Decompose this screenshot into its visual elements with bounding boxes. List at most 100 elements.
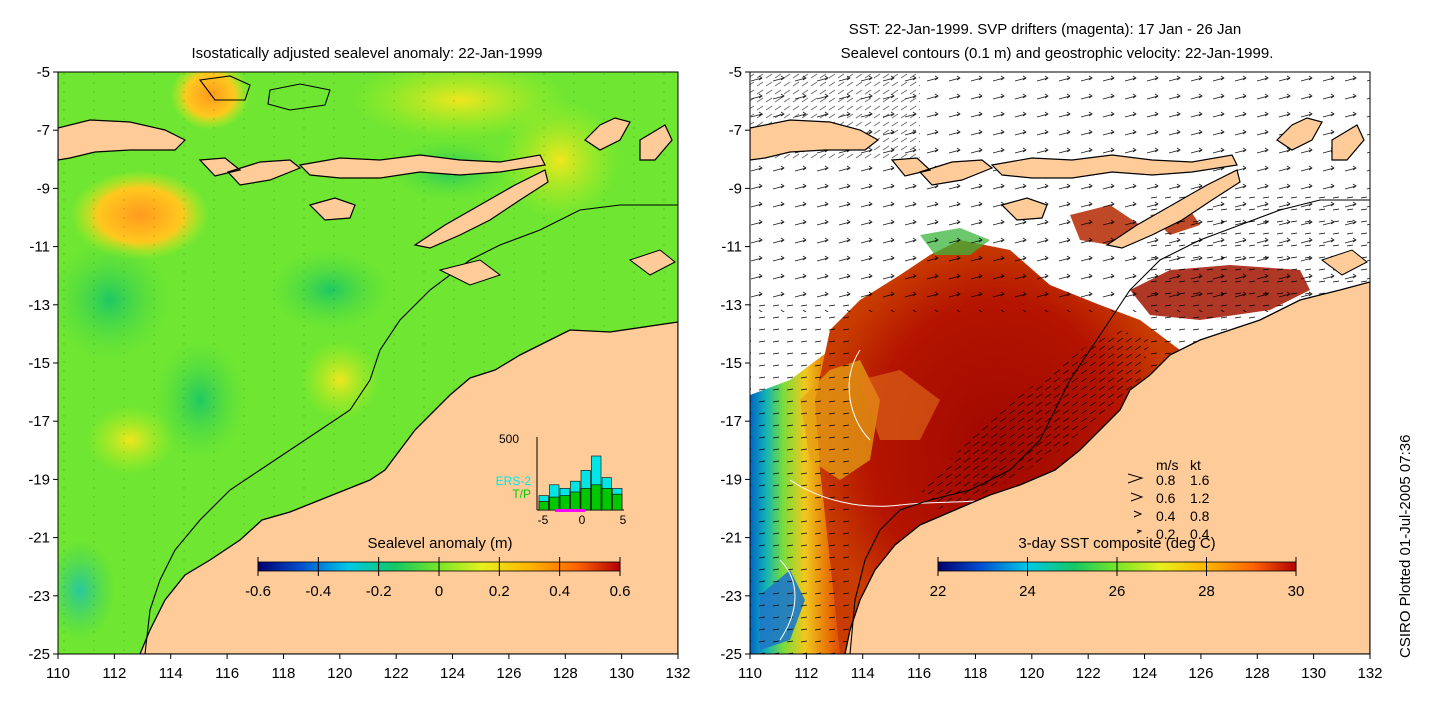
sla-axis-ytick-label: -9 bbox=[37, 180, 50, 197]
velocity-legend-ms-0: 0.8 bbox=[1156, 472, 1176, 488]
sla-axes: 110 112 114 116 118 120 122 124 126 128 130 132 -5 -7… bbox=[28, 64, 690, 682]
sla-colorbar-ticks: -0.6 -0.4 -0.2 0 0.2 0.4 0.6 bbox=[245, 557, 630, 600]
sst-colorbar-tick-label: 24 bbox=[1019, 583, 1036, 600]
sumbawa-flores-islands bbox=[298, 154, 546, 179]
velocity-legend-kt-1: 1.2 bbox=[1190, 490, 1210, 506]
sst-colorbar-tick-label: 26 bbox=[1109, 583, 1126, 600]
sla-axis-xtick-label: 110 bbox=[46, 665, 70, 682]
histogram-bar-tp bbox=[549, 496, 560, 511]
sla-axis-ytick-label: -17 bbox=[28, 413, 50, 430]
sla-axis-xtick-label: 126 bbox=[496, 665, 521, 682]
sst-axes: 110 112 114 116 118 120 122 124 126 128 130 132 -5 -7… bbox=[720, 64, 1382, 682]
sla-axis-ytick-label: -23 bbox=[28, 588, 50, 605]
sla-axis-xtick-label: 112 bbox=[102, 665, 126, 682]
australia-land-right bbox=[844, 281, 1370, 654]
sst-axis-ytick-label: -7 bbox=[729, 122, 742, 139]
histogram-legend-ers2: ERS-2 bbox=[496, 474, 532, 488]
sst-axis-xtick-label: 118 bbox=[963, 665, 987, 682]
velocity-legend-kt-2: 0.8 bbox=[1190, 508, 1210, 524]
sla-axis-xtick-label: 120 bbox=[327, 665, 352, 682]
histogram-xtick-5: 5 bbox=[620, 513, 627, 527]
sla-colorbar-tick-label: -0.2 bbox=[366, 583, 392, 600]
sst-axis-ytick-label: -17 bbox=[720, 413, 742, 430]
sst-axis-ytick-label: -19 bbox=[720, 471, 742, 488]
velocity-legend-kt-3: 0.4 bbox=[1190, 526, 1210, 542]
sst-axis-xtick-label: 112 bbox=[794, 665, 818, 682]
sla-axis-xtick-label: 130 bbox=[609, 665, 634, 682]
sst-colorbar-label: 3-day SST composite (deg C) bbox=[1018, 535, 1215, 552]
sst-axis-xtick-label: 120 bbox=[1019, 665, 1044, 682]
sst-axis-xtick-label: 126 bbox=[1188, 665, 1213, 682]
histogram-inset bbox=[536, 437, 624, 512]
sst-axis-xtick-label: 110 bbox=[738, 665, 762, 682]
histogram-bar-tp bbox=[591, 484, 602, 511]
sst-axis-ytick-label: -15 bbox=[720, 355, 742, 372]
sla-axis-ytick-label: -11 bbox=[29, 239, 50, 256]
velocity-legend-header-kt: kt bbox=[1190, 457, 1201, 473]
sla-axis-xtick-label: 116 bbox=[215, 665, 239, 682]
sst-axis-xtick-label: 116 bbox=[907, 665, 931, 682]
drifter-marker-bar bbox=[555, 509, 585, 512]
plot-credit: CSIRO Plotted 01-Jul-2005 07:36 bbox=[1397, 435, 1414, 658]
sst-axis-ytick-label: -5 bbox=[729, 64, 742, 81]
sst-axis-ytick-label: -11 bbox=[721, 239, 742, 256]
sst-axis-ytick-label: -21 bbox=[720, 530, 742, 547]
velocity-legend-ms-1: 0.6 bbox=[1156, 490, 1176, 506]
histogram-xtick-0: 0 bbox=[579, 513, 586, 527]
sla-colorbar-tick-label: 0.4 bbox=[549, 583, 570, 600]
sst-title-line2: Sealevel contours (0.1 m) and geostrophi… bbox=[841, 45, 1274, 62]
velocity-legend-ms-2: 0.4 bbox=[1156, 508, 1176, 524]
sla-axis-xtick-label: 124 bbox=[440, 665, 465, 682]
histogram-bar-tp bbox=[612, 493, 623, 511]
histogram-bar-tp bbox=[580, 488, 591, 511]
histogram-bar-tp bbox=[559, 495, 570, 511]
sst-axis-xtick-label: 128 bbox=[1245, 665, 1270, 682]
sla-axis-ytick-label: -25 bbox=[28, 646, 50, 663]
sla-axis-xtick-label: 132 bbox=[665, 665, 690, 682]
sst-axis-ytick-label: -23 bbox=[720, 588, 742, 605]
sla-axis-ytick-label: -13 bbox=[28, 297, 50, 314]
velocity-legend-ms-3: 0.2 bbox=[1156, 526, 1176, 542]
velocity-legend-header-ms: m/s bbox=[1156, 457, 1179, 473]
sst-title-line1: SST: 22-Jan-1999. SVP drifters (magenta)… bbox=[849, 21, 1241, 38]
north-islands bbox=[198, 75, 331, 111]
histogram-legend-tp: T/P bbox=[512, 487, 531, 501]
sla-axis-xtick-label: 118 bbox=[271, 665, 295, 682]
histogram-bar-tp bbox=[570, 491, 581, 511]
sla-colorbar-label: Sealevel anomaly (m) bbox=[367, 535, 512, 552]
sst-axis-xtick-label: 122 bbox=[1076, 665, 1101, 682]
sst-axis-ytick-label: -9 bbox=[729, 180, 742, 197]
sst-axis-ytick-label: -25 bbox=[720, 646, 742, 663]
sla-axis-xtick-label: 114 bbox=[159, 665, 183, 682]
histogram-ymax: 500 bbox=[499, 432, 519, 446]
sla-map bbox=[58, 72, 678, 654]
bali-lombok-islands bbox=[198, 157, 302, 186]
tanimbar-islands bbox=[584, 117, 673, 161]
sumba-island bbox=[308, 197, 356, 221]
sla-axis-ytick-label: -19 bbox=[28, 471, 50, 488]
sst-colorbar-tick-label: 22 bbox=[930, 583, 947, 600]
sst-axis-ytick-label: -13 bbox=[720, 297, 742, 314]
velocity-legend-kt-0: 1.6 bbox=[1190, 472, 1210, 488]
timor-island bbox=[413, 169, 549, 249]
java-island bbox=[58, 119, 187, 161]
sst-axis-xtick-label: 130 bbox=[1301, 665, 1326, 682]
sla-colorbar-tick-label: -0.4 bbox=[305, 583, 331, 600]
sst-axis-xtick-label: 124 bbox=[1132, 665, 1157, 682]
sla-axis-xtick-label: 122 bbox=[384, 665, 409, 682]
sst-axis-xtick-label: 132 bbox=[1357, 665, 1382, 682]
shelf-contour bbox=[144, 204, 678, 654]
sst-colorbar-ticks: 22 24 26 28 30 bbox=[930, 557, 1305, 600]
sla-axis-ytick-label: -7 bbox=[37, 122, 50, 139]
histogram-bar-tp bbox=[601, 488, 612, 511]
sla-axis-ytick-label: -15 bbox=[28, 355, 50, 372]
histogram-xtick-neg5: -5 bbox=[538, 513, 549, 527]
sst-colorbar-tick-label: 30 bbox=[1288, 583, 1305, 600]
sla-axis-ytick-label: -5 bbox=[37, 64, 50, 81]
sst-axis-xtick-label: 114 bbox=[851, 665, 875, 682]
sla-axis-ytick-label: -21 bbox=[28, 530, 50, 547]
sst-map bbox=[750, 72, 1370, 654]
sla-colorbar-tick-label: 0 bbox=[435, 583, 443, 600]
sla-axis-xtick-label: 128 bbox=[553, 665, 578, 682]
sla-colorbar-tick-label: 0.2 bbox=[489, 583, 510, 600]
